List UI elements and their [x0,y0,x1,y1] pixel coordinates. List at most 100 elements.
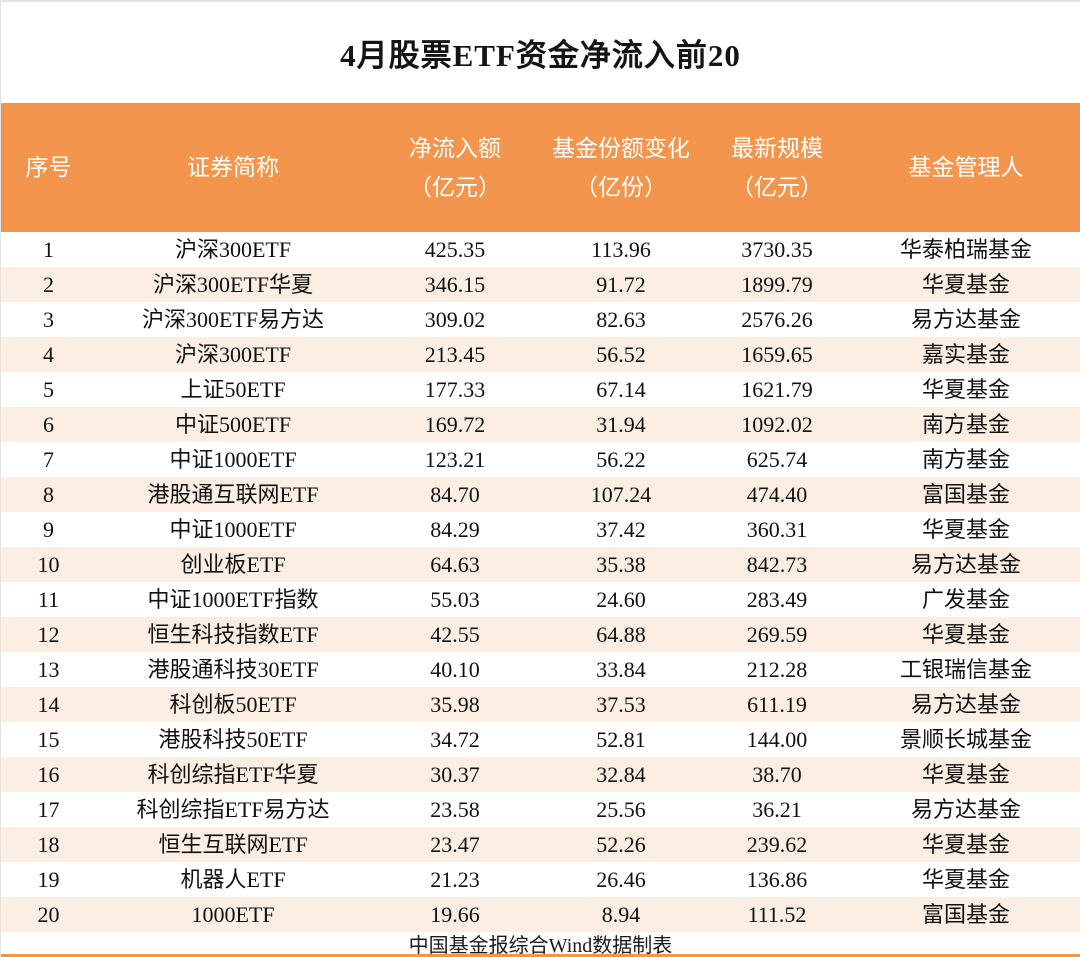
table-row: 8 港股通互联网ETF 84.70 107.24 474.40 富国基金 [1,477,1080,512]
cell-latest-scale: 1659.65 [741,341,813,367]
cell-rank: 20 [37,901,60,927]
cell-net-inflow: 346.15 [424,271,486,297]
cell-fund-manager: 华夏基金 [921,621,1010,647]
cell-net-inflow: 177.33 [424,376,486,402]
table-row: 4 沪深300ETF 213.45 56.52 1659.65 嘉实基金 [1,337,1080,372]
cell-security-name: 沪深300ETF华夏 [152,271,314,297]
table-row: 13 港股通科技30ETF 40.10 33.84 212.28 工银瑞信基金 [1,652,1080,687]
cell-share-change: 33.84 [596,656,646,682]
table-row: 11 中证1000ETF指数 55.03 24.60 283.49 广发基金 [1,582,1080,617]
table-row: 15 港股科技50ETF 34.72 52.81 144.00 景顺长城基金 [1,722,1080,757]
cell-rank: 3 [43,306,54,332]
cell-security-name: 恒生互联网ETF [158,831,308,857]
cell-latest-scale: 283.49 [746,586,808,612]
table-row: 5 上证50ETF 177.33 67.14 1621.79 华夏基金 [1,372,1080,407]
source-note: 中国基金报综合Wind数据制表 [408,934,673,957]
cell-fund-manager: 华夏基金 [921,271,1010,297]
table-row: 14 科创板50ETF 35.98 37.53 611.19 易方达基金 [1,687,1080,722]
cell-fund-manager: 易方达基金 [910,796,1021,822]
cell-latest-scale: 1092.02 [741,411,813,437]
cell-fund-manager: 易方达基金 [910,691,1021,717]
cell-share-change: 56.52 [596,341,646,367]
cell-fund-manager: 华泰柏瑞基金 [899,236,1032,262]
table-body: 1 沪深300ETF 425.35 113.96 3730.35 华泰柏瑞基金 2 沪深300… [1,232,1080,932]
cell-share-change: 82.63 [596,306,646,332]
footer-bar: 中国基金报综合Wind数据制表 [1,932,1080,957]
cell-fund-manager: 富国基金 [921,481,1010,507]
cell-fund-manager: 华夏基金 [921,831,1010,857]
cell-net-inflow: 55.03 [430,586,480,612]
cell-rank: 6 [43,411,54,437]
cell-rank: 5 [43,376,54,402]
cell-security-name: 中证1000ETF [169,446,297,472]
cell-rank: 2 [43,271,54,297]
cell-rank: 18 [37,831,60,857]
cell-fund-manager: 易方达基金 [910,306,1021,332]
cell-net-inflow: 23.47 [430,831,480,857]
cell-latest-scale: 239.62 [746,831,808,857]
cell-net-inflow: 40.10 [430,656,480,682]
cell-rank: 16 [37,761,60,787]
cell-latest-scale: 2576.26 [741,306,813,332]
table-row: 1 沪深300ETF 425.35 113.96 3730.35 华泰柏瑞基金 [1,232,1080,267]
cell-latest-scale: 842.73 [746,551,808,577]
col-header-rank: 序号 [25,155,72,180]
table-row: 2 沪深300ETF华夏 346.15 91.72 1899.79 华夏基金 [1,267,1080,302]
cell-rank: 8 [43,481,54,507]
cell-security-name: 1000ETF [191,901,275,927]
cell-net-inflow: 19.66 [430,901,480,927]
cell-net-inflow: 213.45 [424,341,486,367]
cell-security-name: 恒生科技指数ETF [147,621,319,647]
cell-fund-manager: 华夏基金 [921,376,1010,402]
cell-share-change: 52.26 [596,831,646,857]
cell-net-inflow: 30.37 [430,761,480,787]
col-header-security-name: 证券简称 [187,155,279,180]
cell-share-change: 64.88 [596,621,646,647]
cell-latest-scale: 611.19 [747,691,807,717]
cell-share-change: 107.24 [590,481,652,507]
cell-security-name: 港股通科技30ETF [147,656,319,682]
cell-fund-manager: 工银瑞信基金 [899,656,1032,682]
cell-net-inflow: 123.21 [424,446,486,472]
col-header-net-inflow: 净流入额 （亿元） [409,135,501,200]
cell-net-inflow: 84.70 [430,481,480,507]
cell-security-name: 中证1000ETF指数 [147,586,319,612]
table-row: 6 中证500ETF 169.72 31.94 1092.02 南方基金 [1,407,1080,442]
cell-share-change: 32.84 [596,761,646,787]
cell-fund-manager: 易方达基金 [910,551,1021,577]
cell-latest-scale: 625.74 [746,446,808,472]
cell-rank: 15 [37,726,60,752]
table-row: 12 恒生科技指数ETF 42.55 64.88 269.59 华夏基金 [1,617,1080,652]
cell-security-name: 科创综指ETF易方达 [136,796,330,822]
cell-rank: 11 [37,586,60,612]
cell-share-change: 31.94 [596,411,646,437]
cell-share-change: 56.22 [596,446,646,472]
table-row: 20 1000ETF 19.66 8.94 111.52 富国基金 [1,897,1080,932]
col-header-fund-manager: 基金管理人 [908,155,1024,180]
cell-rank: 19 [37,866,60,892]
title-bar: 4月股票ETF资金净流入前20 [1,2,1080,103]
cell-share-change: 26.46 [596,866,646,892]
cell-share-change: 25.56 [596,796,646,822]
cell-security-name: 沪深300ETF [174,236,292,262]
table-row: 19 机器人ETF 21.23 26.46 136.86 华夏基金 [1,862,1080,897]
cell-fund-manager: 景顺长城基金 [899,726,1032,752]
table-row: 3 沪深300ETF易方达 309.02 82.63 2576.26 易方达基金 [1,302,1080,337]
cell-security-name: 创业板ETF [180,551,286,577]
cell-rank: 10 [37,551,60,577]
cell-latest-scale: 269.59 [746,621,808,647]
cell-net-inflow: 23.58 [430,796,480,822]
cell-share-change: 113.96 [591,236,651,262]
cell-security-name: 科创综指ETF华夏 [147,761,319,787]
cell-net-inflow: 34.72 [430,726,480,752]
cell-security-name: 沪深300ETF [174,341,292,367]
cell-security-name: 港股科技50ETF [158,726,308,752]
cell-share-change: 67.14 [596,376,646,402]
cell-share-change: 52.81 [596,726,646,752]
cell-security-name: 中证500ETF [174,411,292,437]
table-row: 18 恒生互联网ETF 23.47 52.26 239.62 华夏基金 [1,827,1080,862]
cell-rank: 9 [43,516,54,542]
cell-fund-manager: 华夏基金 [921,761,1010,787]
cell-rank: 7 [43,446,54,472]
